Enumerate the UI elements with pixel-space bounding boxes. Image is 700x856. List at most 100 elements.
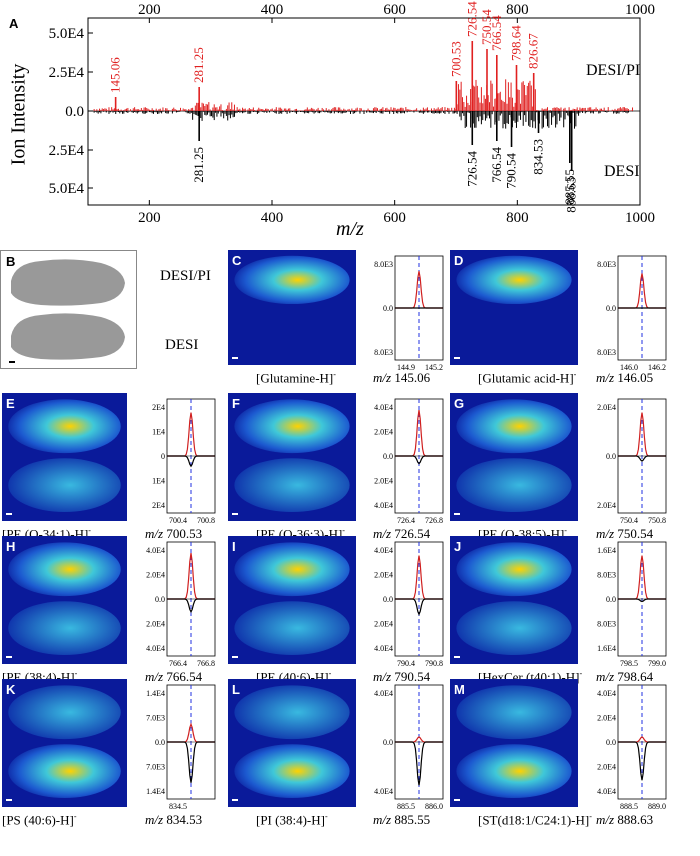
mz-value: 750.54: [617, 526, 654, 541]
spectrum-ytick: 0.0: [383, 738, 393, 747]
spectrum-ytick: 0.0: [606, 452, 616, 461]
mass-spectrum-g: 2.0E4 0.0 2.0E4 750.4 750.8: [597, 398, 667, 525]
mass-spectrum-c: 8.0E3 0.0 8.0E3 144.9 145.2: [374, 255, 444, 372]
peak-label-top: 798.64: [508, 25, 523, 61]
spectrum-ytick: 0.0: [606, 595, 616, 604]
peak-label-bottom: 766.54: [489, 147, 504, 183]
ytick-label: 5.0E4: [49, 26, 85, 42]
spectrum-ytick: 0.0: [155, 595, 165, 604]
panel-label-d: D: [454, 253, 464, 268]
panel-a-xlabel: m/z: [336, 218, 364, 240]
spectrum-xtick: 726.4: [397, 516, 415, 525]
compound-caption-l: [PI (38:4)-H]-: [256, 812, 328, 828]
spectrum-ytick: 1E4: [152, 477, 165, 486]
ion-sign: -: [88, 526, 91, 535]
spectrum-trace-desi: [395, 598, 443, 616]
ion-sign: -: [564, 526, 567, 535]
mz-prefix: m/z: [596, 526, 615, 541]
spectrum-xtick: 700.8: [197, 516, 215, 525]
mz-value: 888.63: [617, 812, 654, 827]
ion-image-d: [450, 250, 578, 365]
spectrum-ytick: 2.0E4: [597, 501, 616, 510]
spectrum-xtick: 146.0: [620, 363, 638, 372]
mz-prefix: m/z: [373, 370, 392, 385]
spectrum-ytick: 2.0E4: [597, 714, 616, 723]
panel-a-legend-bottom: DESI: [604, 163, 640, 180]
spectrum-ytick: 7.0E3: [146, 714, 165, 723]
ion-image-f: [228, 393, 356, 521]
spectrum-xtick: 700.4: [169, 516, 187, 525]
spectrum-ytick: 2.0E4: [597, 403, 616, 412]
spectrum-trace-desi-pi: [395, 271, 443, 309]
tissue-bottom: [11, 313, 125, 360]
mz-prefix: m/z: [596, 812, 615, 827]
ion-image-j: [450, 536, 578, 664]
mass-spectrum-e: 2E4 1E4 0 1E4 2E4 700.4 700.8: [152, 398, 216, 525]
ion-image-k: [2, 679, 127, 807]
ion-sign: -: [573, 370, 577, 379]
ion-image-m: [450, 679, 578, 807]
peak-label-top: 766.54: [489, 15, 504, 51]
spectrum-ytick: 1.6E4: [597, 546, 616, 555]
ion-sign: -: [579, 669, 583, 678]
xtick-label-bottom: 600: [383, 210, 406, 226]
ion-sign: -: [589, 812, 592, 821]
panel-b-tissue-images: [9, 259, 125, 363]
peak-label-bottom: 885.55: [562, 169, 577, 205]
spectrum-trace-desi: [618, 598, 666, 603]
mass-spectrum-i: 4.0E4 2.0E4 0.0 2.0E4 4.0E4 790.4 790.8: [374, 541, 444, 668]
mz-caption-c: m/z 145.06: [373, 370, 430, 386]
compound-caption-c: [Glutamine-H]-: [256, 370, 336, 386]
peak-label-bottom: 834.53: [531, 139, 546, 175]
mz-prefix: m/z: [596, 370, 615, 385]
xtick-label-top: 1000: [625, 2, 655, 18]
panel-label-f: F: [232, 396, 240, 411]
spectrum-xtick: 790.4: [397, 659, 415, 668]
peak-label-top: 145.06: [108, 57, 123, 93]
mz-prefix: m/z: [373, 669, 392, 684]
peak-label-top: 726.54: [464, 1, 479, 37]
spectrum-xtick: 145.2: [425, 363, 443, 372]
xtick-label-bottom: 200: [138, 210, 161, 226]
spectrum-ytick: 0.0: [606, 304, 616, 313]
spectrum-ytick: 4.0E4: [374, 501, 393, 510]
ytick-label: 2.5E4: [49, 65, 85, 81]
ion-image-c: [228, 250, 356, 365]
compound-name: [Glutamine-H]: [256, 370, 334, 386]
mz-caption-j: m/z 798.64: [596, 669, 653, 685]
ytick-label: 2.5E4: [49, 143, 85, 159]
spectrum-trace-desi: [167, 741, 215, 783]
spectrum-xtick: 766.8: [197, 659, 215, 668]
spectrum-ytick: 8.0E3: [374, 260, 393, 269]
spectrum-xtick: 750.8: [648, 516, 666, 525]
spectrum-ytick: 0.0: [383, 595, 393, 604]
compound-name: [Glutamic acid-H]: [478, 370, 574, 386]
mz-caption-k: m/z 834.53: [145, 812, 202, 828]
panel-a-legend-top: DESI/PI: [586, 62, 641, 79]
spectrum-ytick: 1.4E4: [146, 787, 165, 796]
spectrum-xtick: 146.2: [648, 363, 666, 372]
spectrum-ytick: 8.0E3: [597, 260, 616, 269]
series-desi: [93, 111, 634, 171]
spectrum-ytick: 2.0E4: [374, 428, 393, 437]
ion-sign: -: [342, 526, 345, 535]
panel-label-l: L: [232, 682, 240, 697]
spectrum-ytick: 4.0E4: [597, 689, 616, 698]
mz-caption-m: m/z 888.63: [596, 812, 653, 828]
mz-value: 726.54: [394, 526, 431, 541]
peak-label-bottom: 281.25: [191, 147, 206, 183]
spectrum-ytick: 8.0E3: [597, 571, 616, 580]
peak-label-top: 281.25: [191, 47, 206, 83]
xtick-label-bottom: 800: [506, 210, 529, 226]
spectrum-ytick: 2.0E4: [146, 620, 165, 629]
mass-spectrum-d: 8.0E3 0.0 8.0E3 146.0 146.2: [597, 255, 667, 372]
spectrum-trace-desi-pi: [167, 722, 215, 743]
panel-b-bottom-label: DESI: [165, 337, 199, 353]
panel-label-k: K: [6, 682, 16, 697]
mz-value: 790.54: [394, 669, 431, 684]
spectrum-xtick: 750.4: [620, 516, 638, 525]
ion-image-l: [228, 679, 356, 807]
mass-spectrum-h: 4.0E4 2.0E4 0.0 2.0E4 4.0E4 766.4 766.8: [146, 541, 216, 668]
compound-caption-d: [Glutamic acid-H]-: [478, 370, 576, 386]
spectrum-xtick: 886.0: [425, 802, 443, 811]
